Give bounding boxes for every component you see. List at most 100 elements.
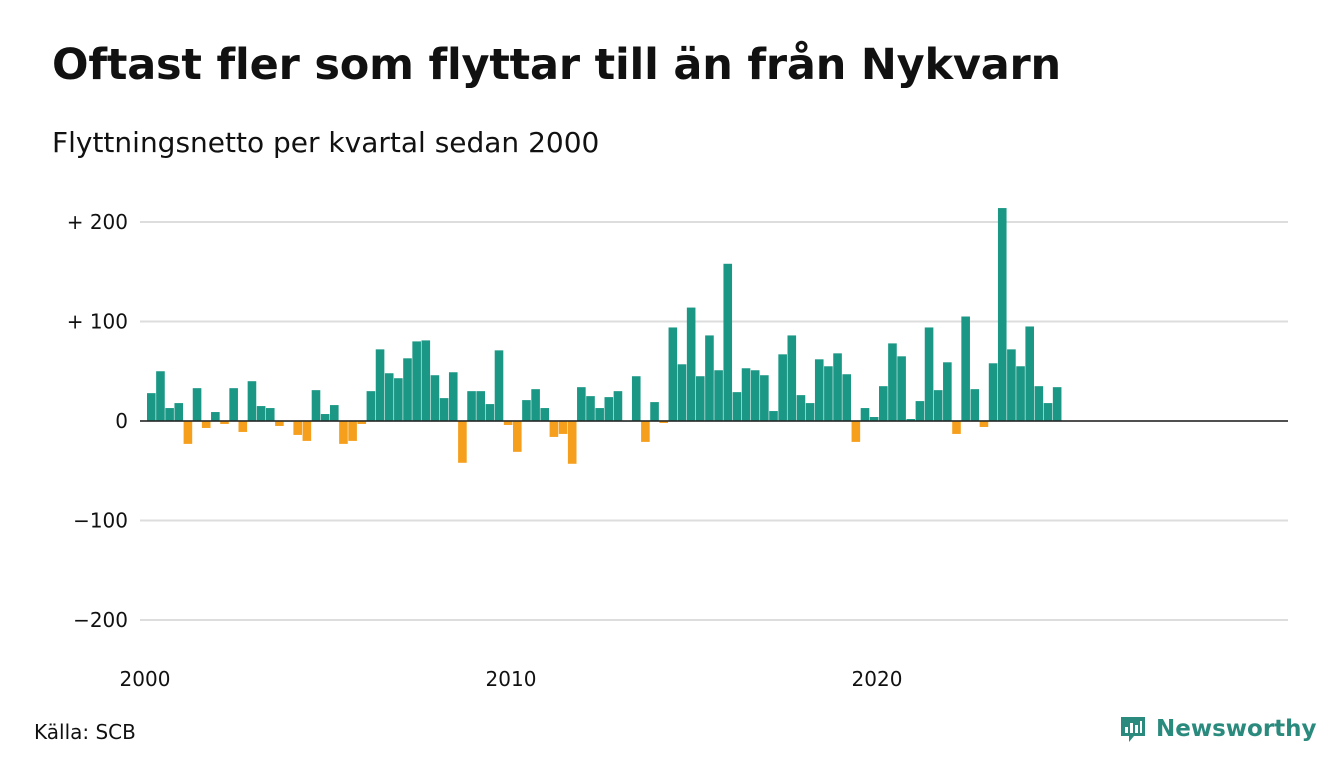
bar xyxy=(522,400,531,421)
bar xyxy=(595,408,604,421)
bar xyxy=(467,391,476,421)
bar xyxy=(165,408,174,421)
bar xyxy=(613,391,623,421)
bar xyxy=(659,421,668,423)
bar xyxy=(375,349,385,421)
bar xyxy=(851,421,861,442)
bar xyxy=(256,406,266,421)
bar xyxy=(293,421,302,435)
bar xyxy=(1016,366,1025,421)
bar xyxy=(915,401,925,421)
bar xyxy=(714,370,723,421)
bar xyxy=(1025,326,1034,422)
y-tick-label: + 100 xyxy=(67,310,128,334)
bar xyxy=(275,421,284,426)
bar xyxy=(1007,349,1016,421)
bar xyxy=(668,327,678,421)
bar xyxy=(339,421,348,444)
bar xyxy=(888,343,897,421)
bar xyxy=(824,366,833,421)
bar xyxy=(531,389,540,421)
bar xyxy=(421,340,431,421)
bar xyxy=(750,370,760,421)
bar xyxy=(970,389,980,421)
bar xyxy=(366,391,376,421)
bar xyxy=(229,388,238,422)
bar xyxy=(403,358,412,421)
bar xyxy=(860,408,870,421)
bar xyxy=(952,421,961,434)
bar xyxy=(201,421,211,428)
bar xyxy=(485,404,495,421)
bar xyxy=(384,373,394,421)
chart-subtitle: Flyttningsnetto per kvartal sedan 2000 xyxy=(52,126,600,159)
bar xyxy=(778,354,787,421)
bar xyxy=(686,307,696,421)
bar xyxy=(513,421,522,452)
bar xyxy=(842,374,851,422)
bar xyxy=(192,388,202,422)
bar xyxy=(439,398,449,422)
bar xyxy=(1052,387,1062,421)
bar xyxy=(997,208,1007,421)
bar xyxy=(302,421,312,441)
bar xyxy=(805,403,815,421)
chart-title: Oftast fler som flyttar till än från Nyk… xyxy=(52,40,1061,90)
bar xyxy=(448,372,458,422)
bar xyxy=(879,386,888,422)
bar xyxy=(906,419,916,421)
bar xyxy=(494,350,504,421)
bar xyxy=(320,414,330,421)
x-tick-label: 2020 xyxy=(852,667,903,691)
bar xyxy=(549,421,559,437)
bar xyxy=(476,391,485,421)
bar xyxy=(988,363,998,421)
bar xyxy=(650,402,659,422)
bar xyxy=(265,408,275,421)
bar xyxy=(769,411,778,421)
bar xyxy=(677,364,687,421)
bar xyxy=(330,405,339,421)
bar xyxy=(412,341,421,421)
source-note: Källa: SCB xyxy=(34,720,136,744)
bar xyxy=(732,392,742,421)
bar xyxy=(357,421,367,424)
bar xyxy=(869,417,879,421)
brand-logo: Newsworthy xyxy=(1118,714,1317,744)
bar xyxy=(567,421,577,464)
bar xyxy=(586,396,595,422)
bar xyxy=(943,362,952,421)
bar-chart: + 200 + 100 0 −100 −200 2000 2010 2020 xyxy=(67,208,1288,691)
bar xyxy=(220,421,229,424)
bar xyxy=(641,421,650,442)
bar xyxy=(796,395,806,421)
bar xyxy=(247,381,257,421)
bar xyxy=(311,390,321,421)
bar xyxy=(631,376,641,421)
bar xyxy=(961,316,970,421)
x-tick-label: 2000 xyxy=(120,667,171,691)
bar xyxy=(503,421,513,425)
bar xyxy=(577,387,586,421)
bar xyxy=(394,378,403,421)
bar xyxy=(933,390,943,421)
y-tick-label: + 200 xyxy=(67,210,128,234)
bar xyxy=(156,371,165,421)
bar xyxy=(897,356,906,421)
bar xyxy=(833,353,842,421)
bar xyxy=(705,335,714,421)
y-tick-label: −200 xyxy=(73,608,128,632)
bar xyxy=(348,421,357,441)
y-tick-label: 0 xyxy=(115,409,128,433)
bar xyxy=(979,421,989,427)
bar xyxy=(458,421,467,463)
bar xyxy=(183,421,193,444)
newsworthy-logo-icon xyxy=(1121,717,1145,742)
bar xyxy=(211,412,220,422)
bar xyxy=(174,403,184,421)
bar xyxy=(814,359,824,421)
bar xyxy=(558,421,568,434)
bar xyxy=(238,421,248,432)
bar xyxy=(760,375,769,421)
bar xyxy=(1034,386,1044,422)
